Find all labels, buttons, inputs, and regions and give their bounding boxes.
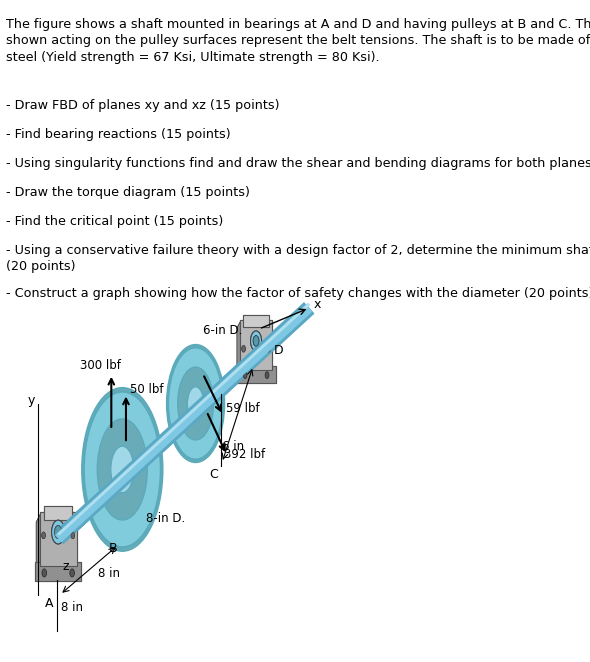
Circle shape: [42, 569, 47, 577]
Ellipse shape: [82, 388, 163, 551]
Circle shape: [70, 569, 74, 577]
Circle shape: [51, 520, 65, 544]
Ellipse shape: [97, 419, 148, 520]
Text: The figure shows a shaft mounted in bearings at A and D and having pulleys at B : The figure shows a shaft mounted in bear…: [6, 18, 590, 64]
Text: 6 in: 6 in: [222, 440, 244, 453]
Text: - Using a conservative failure theory with a design factor of 2, determine the m: - Using a conservative failure theory wi…: [6, 244, 590, 273]
Polygon shape: [36, 514, 41, 575]
Polygon shape: [237, 321, 241, 377]
Text: - Using singularity functions find and draw the shear and bending diagrams for b: - Using singularity functions find and d…: [6, 157, 590, 170]
FancyBboxPatch shape: [240, 320, 272, 370]
FancyBboxPatch shape: [44, 506, 73, 520]
Circle shape: [54, 526, 62, 539]
Circle shape: [42, 569, 47, 577]
Ellipse shape: [178, 367, 214, 440]
Text: - Find bearing reactions (15 points): - Find bearing reactions (15 points): [6, 128, 231, 141]
Text: 59 lbf: 59 lbf: [225, 402, 259, 415]
Circle shape: [71, 532, 75, 539]
FancyBboxPatch shape: [35, 562, 81, 581]
Ellipse shape: [167, 345, 224, 462]
Text: 50 lbf: 50 lbf: [130, 383, 164, 395]
Polygon shape: [237, 321, 241, 377]
Circle shape: [70, 569, 74, 577]
Circle shape: [253, 336, 259, 346]
Circle shape: [42, 532, 45, 539]
Circle shape: [267, 346, 270, 352]
Text: 392 lbf: 392 lbf: [224, 448, 266, 461]
Text: C: C: [209, 468, 218, 481]
FancyBboxPatch shape: [236, 366, 276, 383]
Circle shape: [243, 372, 247, 379]
FancyBboxPatch shape: [40, 512, 77, 567]
Text: - Find the critical point (15 points): - Find the critical point (15 points): [6, 215, 224, 228]
Text: 300 lbf: 300 lbf: [80, 359, 121, 372]
Circle shape: [251, 331, 261, 351]
Text: - Construct a graph showing how the factor of safety changes with the diameter (: - Construct a graph showing how the fact…: [6, 287, 590, 301]
Ellipse shape: [188, 387, 204, 420]
Circle shape: [265, 372, 269, 379]
Text: D: D: [274, 344, 283, 357]
Text: z: z: [63, 560, 70, 573]
FancyBboxPatch shape: [44, 506, 73, 520]
Circle shape: [243, 372, 247, 379]
Text: 8 in: 8 in: [61, 601, 83, 614]
Text: - Draw the torque diagram (15 points): - Draw the torque diagram (15 points): [6, 186, 250, 199]
FancyBboxPatch shape: [243, 315, 269, 327]
FancyBboxPatch shape: [35, 562, 81, 581]
Ellipse shape: [84, 392, 160, 547]
Text: y: y: [28, 394, 35, 407]
Text: B: B: [109, 542, 117, 555]
Circle shape: [54, 526, 62, 539]
Circle shape: [265, 372, 269, 379]
Polygon shape: [36, 514, 41, 575]
Text: - Draw FBD of planes xy and xz (15 points): - Draw FBD of planes xy and xz (15 point…: [6, 99, 280, 112]
Circle shape: [242, 346, 245, 352]
Circle shape: [251, 331, 261, 351]
Circle shape: [267, 346, 270, 352]
FancyBboxPatch shape: [40, 512, 77, 567]
Text: 8 in: 8 in: [97, 567, 120, 580]
Circle shape: [71, 532, 75, 539]
Ellipse shape: [111, 446, 134, 493]
Circle shape: [51, 520, 65, 544]
Text: x: x: [313, 298, 321, 311]
FancyBboxPatch shape: [240, 320, 272, 370]
FancyBboxPatch shape: [236, 366, 276, 383]
Circle shape: [253, 336, 259, 346]
FancyBboxPatch shape: [243, 315, 269, 327]
Text: A: A: [45, 596, 53, 610]
Ellipse shape: [168, 348, 223, 459]
Text: 8-in D.: 8-in D.: [146, 512, 185, 526]
Circle shape: [42, 532, 45, 539]
Circle shape: [242, 346, 245, 352]
Text: 6-in D.: 6-in D.: [203, 324, 242, 338]
